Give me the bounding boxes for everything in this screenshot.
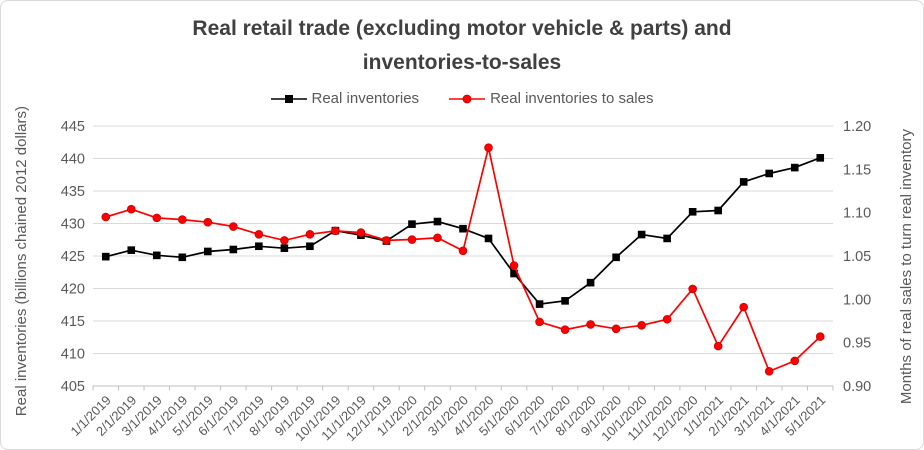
data-point-circle <box>305 230 315 239</box>
data-point-circle <box>203 217 213 227</box>
data-point-square <box>408 220 416 228</box>
data-point-circle <box>280 236 289 245</box>
data-point-square <box>637 230 646 239</box>
data-point-square <box>739 178 748 186</box>
data-point-circle <box>662 314 672 324</box>
series-line-inventories-to-sales <box>105 147 821 373</box>
data-point-square <box>612 253 620 262</box>
data-point-circle <box>815 332 825 341</box>
data-point-square <box>152 251 161 260</box>
right-axis-tick-label: 1.20 <box>843 119 871 135</box>
data-point-circle <box>126 204 136 214</box>
data-point-square <box>561 297 569 305</box>
data-point-circle <box>764 366 774 376</box>
data-point-square <box>178 253 187 262</box>
data-point-square <box>816 154 825 162</box>
legend-label-real-inventories: Real inventories <box>311 90 420 107</box>
data-point-square <box>790 163 799 172</box>
data-point-circle <box>407 235 417 244</box>
left-axis-tick-label: 420 <box>61 282 85 298</box>
data-point-circle <box>611 324 621 334</box>
data-point-square <box>255 242 263 251</box>
left-axis-tick-label: 430 <box>61 217 85 233</box>
data-point-square <box>586 278 595 287</box>
data-point-circle <box>382 236 391 245</box>
left-axis-tick-label: 445 <box>61 119 85 135</box>
right-axis-tick-label: 0.95 <box>843 336 871 352</box>
data-point-circle <box>484 143 493 152</box>
legend-label-inventories-to-sales: Real inventories to sales <box>490 90 654 107</box>
right-axis-tick-label: 1.05 <box>843 249 871 265</box>
data-point-square <box>229 245 238 254</box>
data-point-square <box>204 247 212 256</box>
legend: Real inventories Real inventories to sal… <box>1 90 923 107</box>
data-point-circle <box>739 302 748 312</box>
data-point-circle <box>101 212 111 222</box>
data-point-square <box>101 252 110 261</box>
left-axis-tick-label: 425 <box>61 249 85 265</box>
data-point-square <box>765 169 774 178</box>
data-point-square <box>306 242 314 251</box>
legend-item-inventories-to-sales[interactable]: Real inventories to sales <box>449 90 653 107</box>
data-point-circle <box>713 341 723 351</box>
left-axis-tick-label: 415 <box>61 314 85 330</box>
data-point-square <box>510 269 518 278</box>
data-point-circle <box>560 325 570 334</box>
left-axis-tick-label: 440 <box>61 152 85 168</box>
data-point-circle <box>254 230 264 239</box>
chart-title-line-2: inventories-to-sales <box>362 50 562 74</box>
data-point-circle <box>509 261 519 270</box>
data-point-circle <box>586 320 595 329</box>
black-square-series-swatch <box>270 94 307 103</box>
legend-item-real-inventories[interactable]: Real inventories <box>270 90 420 107</box>
data-point-square <box>127 246 136 254</box>
data-point-square <box>280 244 289 252</box>
data-point-circle <box>331 226 340 236</box>
data-point-circle <box>458 246 468 256</box>
left-axis-tick-label: 405 <box>61 379 85 395</box>
chart-title-line-1: Real retail trade (excluding motor vehic… <box>192 17 732 40</box>
data-point-square <box>459 224 467 233</box>
data-point-circle <box>688 284 697 294</box>
data-point-square <box>663 234 671 243</box>
data-point-circle <box>637 321 646 330</box>
data-point-circle <box>433 233 442 243</box>
data-point-square <box>688 208 697 216</box>
data-point-circle <box>790 356 800 366</box>
data-point-circle <box>178 215 187 224</box>
right-axis-tick-label: 1.15 <box>843 162 871 178</box>
red-circle-series-swatch <box>449 94 486 103</box>
chart-title: Real retail trade (excluding motor vehic… <box>1 12 923 79</box>
right-axis-tick-label: 1.10 <box>843 206 871 222</box>
data-point-circle <box>152 213 162 223</box>
data-point-square <box>535 300 544 308</box>
data-point-circle <box>229 222 238 231</box>
right-axis-tick-label: 1.00 <box>843 292 871 308</box>
data-point-circle <box>535 317 544 327</box>
left-axis-tick-label: 435 <box>61 184 85 200</box>
left-axis-tick-label: 410 <box>61 347 85 363</box>
right-axis-tick-label: 0.90 <box>843 379 871 395</box>
data-point-square <box>714 206 722 215</box>
data-point-square <box>484 234 493 243</box>
data-point-square <box>433 217 442 226</box>
data-point-circle <box>356 228 366 237</box>
